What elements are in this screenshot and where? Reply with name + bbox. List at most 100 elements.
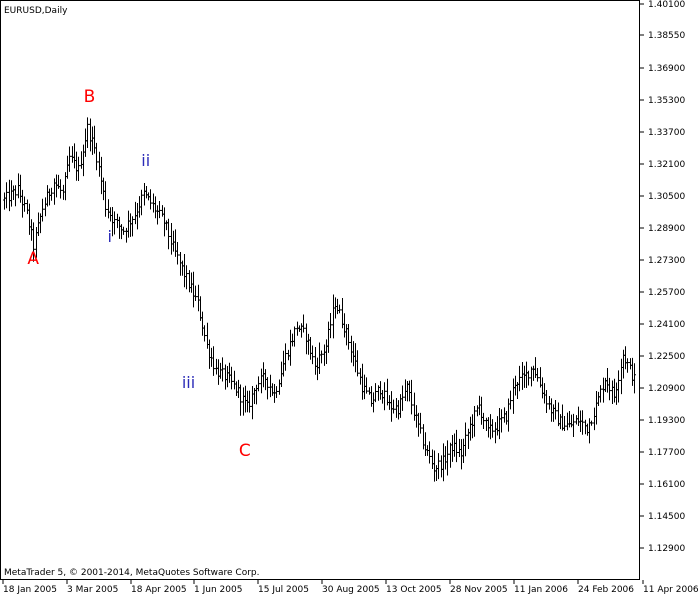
y-tick-label: 1.19300 [648, 416, 685, 426]
ohlc-bar [32, 222, 35, 262]
ohlc-bar [455, 429, 458, 463]
ohlc-bar [104, 181, 107, 217]
ohlc-bar [293, 326, 296, 347]
ohlc-bar [633, 363, 636, 394]
copyright-footer: MetaTrader 5, © 2001-2014, MetaQuotes So… [4, 568, 260, 578]
x-tick-label: 13 Oct 2005 [386, 585, 442, 595]
ohlc-bar [356, 350, 359, 377]
x-tick-label: 11 Jan 2006 [514, 585, 568, 595]
ohlc-bar [338, 304, 341, 314]
x-tick-label: 3 Mar 2005 [67, 585, 118, 595]
ohlc-bars [3, 117, 636, 482]
y-tick-label: 1.16100 [648, 480, 685, 490]
wave-label: ii [141, 151, 150, 170]
x-tick-label: 28 Nov 2005 [450, 585, 508, 595]
ohlc-bar [527, 370, 530, 386]
ohlc-bar [68, 146, 71, 172]
ohlc-bar [365, 377, 368, 394]
ohlc-bar [131, 216, 134, 237]
ohlc-bar [392, 399, 395, 414]
chart-title: EURUSD,Daily [4, 6, 68, 16]
ohlc-bar [617, 370, 620, 403]
ohlc-bar [491, 419, 494, 438]
y-tick-label: 1.28900 [648, 224, 685, 234]
y-tick-label: 1.40100 [648, 0, 685, 10]
ohlc-bar [410, 379, 413, 415]
ohlc-bar [347, 324, 350, 350]
ohlc-bar [23, 196, 26, 212]
y-tick-label: 1.14500 [648, 512, 685, 522]
time-axis: 18 Jan 2005 3 Mar 2005 18 Apr 2005 1 Jun 20… [2, 580, 699, 595]
ohlc-bar [302, 314, 305, 333]
y-tick-label: 1.35300 [648, 96, 685, 106]
ohlc-bar [266, 377, 269, 400]
ohlc-bar [257, 376, 260, 392]
y-tick-label: 1.36900 [648, 64, 685, 74]
ohlc-bar [221, 357, 224, 382]
ohlc-bar [599, 385, 602, 403]
ohlc-bar [464, 422, 467, 457]
ohlc-bar [230, 366, 233, 390]
ohlc-bar [14, 185, 17, 207]
ohlc-bar [536, 368, 539, 382]
ohlc-bar [419, 412, 422, 434]
ohlc-bar [608, 377, 611, 401]
ohlc-bar [239, 384, 242, 416]
ohlc-bar [428, 441, 431, 464]
wave-label: i [108, 227, 112, 246]
ohlc-bar [401, 385, 404, 411]
ohlc-bar [86, 117, 89, 148]
ohlc-bar [167, 218, 170, 250]
ohlc-bar [95, 142, 98, 171]
ohlc-bar [473, 405, 476, 437]
ohlc-bar [140, 189, 143, 216]
ohlc-bar [437, 453, 440, 480]
y-tick-label: 1.20900 [648, 384, 685, 394]
wave-label: B [84, 87, 96, 107]
y-tick-label: 1.33700 [648, 128, 685, 138]
ohlc-bar [383, 382, 386, 411]
y-tick-label: 1.25700 [648, 288, 685, 298]
ohlc-bar [590, 420, 593, 426]
price-axis: 1.40100 1.38550 1.36900 1.35300 1.33700 1.321… [640, 0, 685, 554]
ohlc-bar [518, 365, 521, 392]
plot-frame [0, 0, 640, 580]
ohlc-bar [626, 358, 629, 373]
x-tick-label: 15 Jul 2005 [258, 585, 309, 595]
x-tick-label: 11 Apr 2006 [643, 585, 699, 595]
ohlc-bar [149, 189, 152, 210]
x-tick-label: 18 Jan 2005 [3, 585, 57, 595]
y-tick-label: 1.12900 [648, 544, 685, 554]
ohlc-bar [248, 390, 251, 413]
ohlc-bar [509, 390, 512, 410]
ohlc-bar [59, 179, 62, 199]
ohlc-bar [482, 412, 485, 429]
ohlc-bar [185, 265, 188, 290]
ohlc-bar [122, 226, 125, 235]
ohlc-bar [194, 285, 197, 302]
ohlc-bar [203, 325, 206, 342]
y-tick-label: 1.24100 [648, 320, 685, 330]
ohlc-bar [77, 156, 80, 182]
x-tick-label: 24 Feb 2006 [578, 585, 634, 595]
y-tick-label: 1.38550 [648, 31, 685, 41]
wave-label: A [27, 249, 39, 269]
ohlc-bar [176, 241, 179, 265]
wave-label: iii [182, 373, 195, 392]
ohlc-bar [554, 399, 557, 420]
ohlc-bar [329, 312, 332, 339]
ohlc-bar [572, 413, 575, 437]
ohlc-bar [113, 211, 116, 235]
ohlc-bar [275, 386, 278, 399]
ohlc-bar [158, 201, 161, 219]
ohlc-bar [212, 346, 215, 376]
x-tick-label: 30 Aug 2005 [322, 585, 380, 595]
wave-label: C [239, 441, 251, 461]
ohlc-bar [500, 409, 503, 433]
y-tick-label: 1.17700 [648, 448, 685, 458]
y-tick-label: 1.30500 [648, 192, 685, 202]
ohlc-bar [41, 198, 44, 222]
y-tick-label: 1.22500 [648, 352, 685, 362]
